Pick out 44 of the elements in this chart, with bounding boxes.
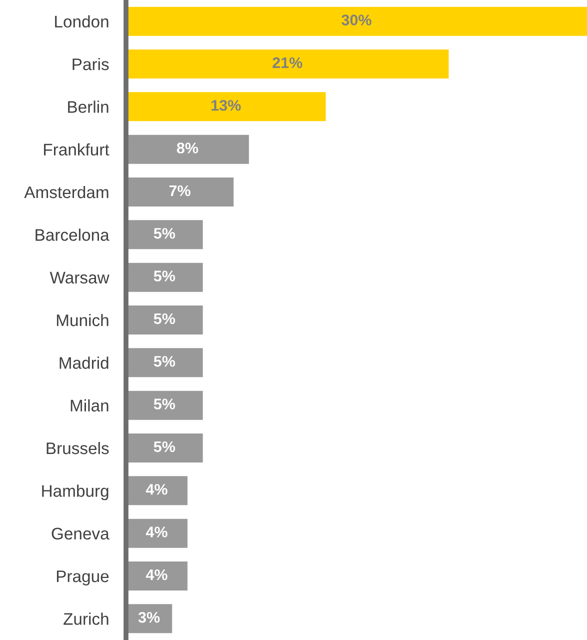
data-label: 5% <box>154 228 176 239</box>
bar <box>126 390 203 420</box>
data-label: 5% <box>154 441 176 452</box>
data-label: 5% <box>154 356 176 367</box>
bar <box>126 92 326 122</box>
y-tick-label: London <box>55 15 108 28</box>
y-tick-label: Paris <box>72 58 109 70</box>
bar <box>126 561 188 591</box>
bar <box>126 49 449 79</box>
bar <box>126 305 203 335</box>
y-tick-label: Brussels <box>46 442 109 454</box>
y-tick-label: Milan <box>70 399 108 412</box>
data-label: 4% <box>146 526 168 538</box>
bar <box>126 6 587 36</box>
bar <box>126 476 188 506</box>
bar <box>126 220 203 250</box>
y-tick-label: Zurich <box>64 612 108 625</box>
y-tick-label: Prague <box>56 570 109 586</box>
y-tick-label: Berlin <box>68 100 108 113</box>
data-label: 3% <box>138 612 160 623</box>
y-tick-label: Amsterdam <box>24 186 108 198</box>
y-tick-label: Madrid <box>60 356 108 369</box>
y-tick-label: Hamburg <box>42 484 108 500</box>
data-label: 5% <box>154 313 176 324</box>
bar <box>126 177 234 207</box>
bar <box>126 518 188 548</box>
bar <box>126 433 203 463</box>
data-label: 13% <box>212 100 241 111</box>
bar <box>126 348 203 378</box>
y-tick-label: Frankfurt <box>44 143 110 156</box>
data-label: 4% <box>146 569 168 580</box>
y-tick-label: Warsaw <box>50 272 110 284</box>
data-label: 5% <box>154 270 176 282</box>
bar <box>126 134 249 164</box>
data-label: 30% <box>342 14 372 26</box>
data-label: 5% <box>154 398 176 410</box>
data-label: 8% <box>176 142 198 154</box>
y-tick-label: Munich <box>56 314 108 326</box>
data-label: 7% <box>169 185 190 196</box>
y-tick-label: Barcelona <box>36 228 110 241</box>
data-label: 4% <box>146 484 168 495</box>
data-label: 21% <box>272 57 302 68</box>
y-tick-label: Geneva <box>52 528 110 540</box>
bar <box>126 262 203 292</box>
